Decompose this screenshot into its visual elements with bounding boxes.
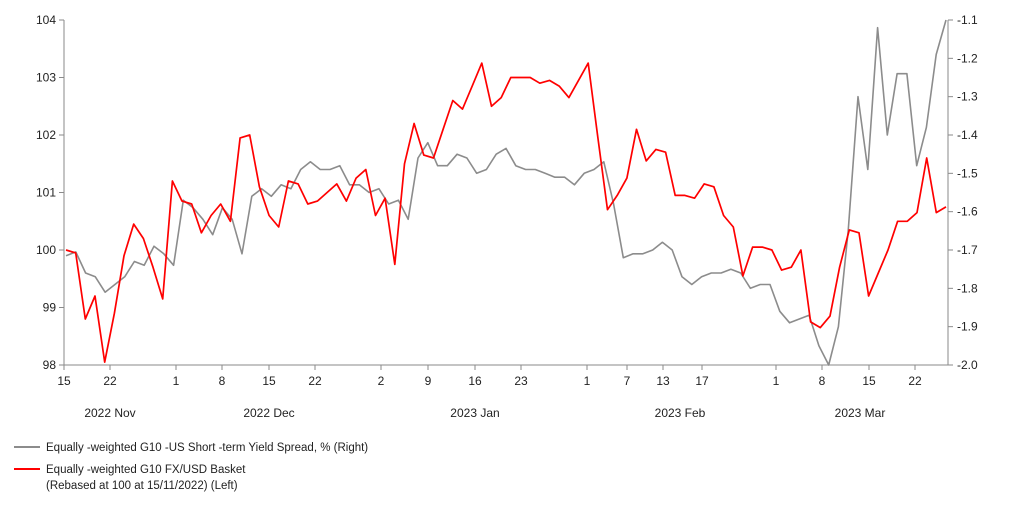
right-tick-label: -1.2 [957, 51, 978, 65]
series-line-yield-spread [65, 19, 947, 366]
legend-label-basket: Equally -weighted G10 FX/USD Basket (Reb… [46, 464, 246, 492]
right-tick-label: -1.8 [957, 281, 978, 295]
right-tick-label: -2.0 [957, 358, 978, 372]
x-month-label: 2022 Nov [84, 406, 135, 420]
legend: Equally -weighted G10 -US Short -term Yi… [14, 440, 368, 500]
x-tick-label: 15 [57, 374, 71, 388]
right-tick-label: -1.9 [957, 320, 978, 334]
right-tick-label: -1.1 [957, 13, 978, 27]
left-tick-label: 103 [36, 71, 56, 85]
x-month-label: 2023 Mar [835, 406, 886, 420]
legend-swatch-spread [14, 446, 40, 448]
left-tick-label: 104 [36, 13, 56, 27]
x-tick-label: 15 [262, 374, 276, 388]
x-tick-label: 22 [908, 374, 922, 388]
legend-item-basket: Equally -weighted G10 FX/USD Basket (Reb… [14, 462, 368, 494]
x-tick-label: 22 [103, 374, 117, 388]
x-tick-label: 7 [624, 374, 631, 388]
right-tick-label: -1.4 [957, 128, 978, 142]
right-tick-label: -1.5 [957, 166, 978, 180]
x-month-label: 2023 Feb [655, 406, 706, 420]
legend-swatch-basket [14, 468, 40, 470]
left-tick-label: 98 [43, 358, 57, 372]
series-line-fx-basket [65, 62, 947, 363]
left-tick-label: 100 [36, 243, 56, 257]
x-tick-label: 8 [219, 374, 226, 388]
x-tick-label: 8 [819, 374, 826, 388]
x-tick-label: 1 [773, 374, 780, 388]
x-tick-label: 2 [378, 374, 385, 388]
left-tick-label: 101 [36, 186, 56, 200]
x-tick-label: 13 [656, 374, 670, 388]
right-tick-label: -1.7 [957, 243, 978, 257]
right-tick-label: -1.3 [957, 90, 978, 104]
x-tick-label: 17 [695, 374, 709, 388]
left-tick-label: 102 [36, 128, 56, 142]
legend-label-spread: Equally -weighted G10 -US Short -term Yi… [46, 442, 369, 454]
x-tick-label: 9 [425, 374, 432, 388]
x-tick-label: 22 [308, 374, 322, 388]
right-tick-label: -1.6 [957, 205, 978, 219]
x-tick-label: 16 [468, 374, 482, 388]
x-tick-label: 1 [173, 374, 180, 388]
legend-item-spread: Equally -weighted G10 -US Short -term Yi… [14, 440, 368, 456]
x-tick-label: 23 [514, 374, 528, 388]
x-month-label: 2023 Jan [450, 406, 499, 420]
x-month-label: 2022 Dec [243, 406, 294, 420]
left-tick-label: 99 [43, 301, 57, 315]
x-tick-label: 15 [862, 374, 876, 388]
x-tick-label: 1 [584, 374, 591, 388]
